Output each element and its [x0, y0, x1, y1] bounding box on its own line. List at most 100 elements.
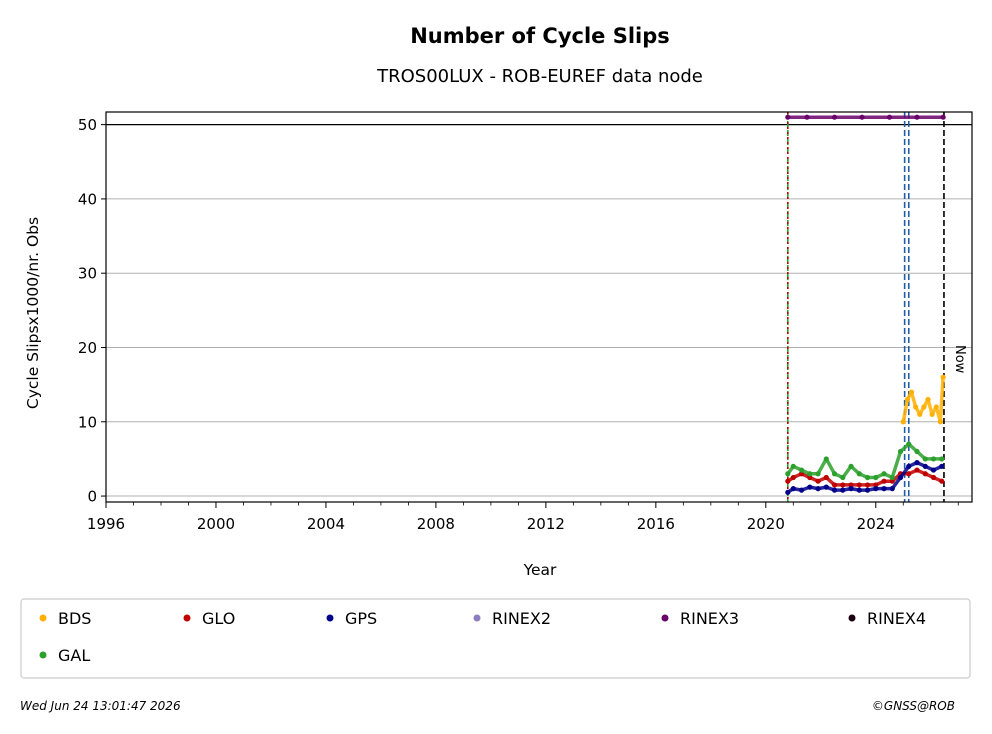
- x-tick-label: 2004: [307, 515, 345, 533]
- data-point-glo: [848, 482, 854, 488]
- timestamp-footer: Wed Jun 24 13:01:47 2026: [20, 699, 181, 713]
- x-tick-label: 2016: [637, 515, 675, 533]
- data-point-gps: [856, 487, 862, 493]
- data-point-rinex3: [886, 114, 893, 120]
- data-point-gal: [922, 456, 928, 462]
- data-point-gal: [831, 471, 838, 477]
- legend-marker-rinex2: [473, 614, 481, 622]
- data-point-gps: [889, 486, 895, 492]
- event-lines: [787, 112, 945, 502]
- data-point-gal: [798, 467, 805, 473]
- data-point-gal: [848, 463, 854, 469]
- data-point-glo: [790, 474, 796, 481]
- data-point-gps: [906, 463, 912, 469]
- data-point-glo: [881, 478, 887, 484]
- data-point-glo: [922, 471, 928, 477]
- data-point-glo: [815, 478, 821, 484]
- y-tick-label: 30: [78, 265, 97, 283]
- data-point-glo: [785, 478, 791, 484]
- x-tick-label: 1996: [87, 515, 125, 533]
- data-point-gps: [914, 460, 920, 466]
- legend-marker-rinex3: [661, 614, 669, 622]
- grid-lines: [106, 124, 972, 497]
- data-point-gps: [785, 489, 791, 495]
- data-point-gps: [922, 463, 928, 469]
- data-point-glo: [807, 474, 813, 481]
- y-tick-label: 10: [78, 413, 97, 431]
- legend-marker-gal: [39, 651, 47, 659]
- data-point-gps: [790, 486, 796, 492]
- legend-label-bds: BDS: [58, 609, 91, 628]
- data-point-bds: [908, 389, 915, 395]
- data-point-glo: [840, 482, 846, 488]
- axis-ticks: 0 10 20 30 40 50 1996 2000 2004 2008 2012 2016 2020 2…: [78, 116, 959, 533]
- data-point-glo: [914, 467, 920, 473]
- legend-label-glo: GLO: [202, 609, 235, 628]
- y-tick-label: 20: [78, 339, 97, 357]
- legend-box: [20, 598, 971, 679]
- legend-label-gps: GPS: [345, 609, 377, 628]
- chart-subtitle: TROS00LUX - ROB-EUREF data node: [376, 66, 703, 87]
- data-point-gal: [897, 448, 904, 455]
- data-point-gps: [881, 486, 887, 492]
- data-point-gal: [939, 456, 945, 462]
- data-point-bds: [929, 411, 935, 417]
- data-point-gps: [864, 487, 871, 493]
- data-point-bds: [937, 419, 943, 425]
- data-point-gps: [840, 487, 846, 493]
- data-point-rinex3: [859, 114, 865, 120]
- legend-label-gal: GAL: [58, 646, 90, 665]
- data-point-glo: [831, 482, 838, 488]
- data-point-glo: [873, 482, 879, 488]
- data-point-rinex3: [940, 114, 946, 120]
- data-point-gps: [848, 486, 854, 492]
- credit-footer: ©GNSS@ROB: [872, 699, 955, 713]
- plot-frame: [105, 111, 973, 503]
- x-tick-label: 2008: [417, 515, 455, 533]
- legend-marker-bds: [39, 614, 47, 622]
- data-point-bds: [921, 404, 927, 410]
- legend-marker-glo: [183, 614, 191, 622]
- data-point-gal: [930, 456, 937, 462]
- data-point-rinex3: [831, 114, 838, 120]
- data-point-gal: [906, 441, 912, 447]
- data-point-bds: [940, 374, 946, 380]
- legend-label-rinex4: RINEX4: [867, 609, 926, 628]
- data-point-glo: [856, 482, 862, 488]
- data-point-gal: [914, 448, 920, 455]
- x-axis-label: Year: [523, 561, 557, 579]
- data-point-bds: [925, 396, 931, 403]
- data-point-gal: [864, 474, 871, 481]
- data-point-gal: [823, 456, 829, 462]
- data-point-gps: [815, 486, 821, 492]
- data-point-bds: [913, 404, 919, 410]
- x-tick-label: 2024: [857, 515, 895, 533]
- x-tick-label: 2020: [747, 515, 785, 533]
- data-point-glo: [889, 478, 895, 484]
- now-marker-label: Now: [952, 345, 967, 374]
- data-point-bds: [933, 404, 939, 410]
- data-point-glo: [864, 482, 871, 488]
- y-tick-label: 50: [78, 116, 97, 134]
- x-tick-label: 2012: [527, 515, 565, 533]
- data-point-gps: [831, 487, 838, 493]
- data-point-gps: [897, 474, 904, 481]
- data-point-gps: [939, 463, 945, 469]
- x-tick-label: 2000: [197, 515, 235, 533]
- legend: BDS GLO GPS RINEX2 RINEX3 RINEX4 GAL: [39, 609, 926, 665]
- legend-marker-rinex4: [848, 614, 856, 622]
- data-point-gps: [930, 467, 937, 473]
- data-point-gal: [790, 463, 796, 469]
- data-points: [785, 114, 946, 495]
- y-tick-label: 40: [78, 190, 97, 208]
- data-point-bds: [904, 396, 910, 403]
- data-point-gal: [873, 474, 879, 481]
- data-point-gal: [815, 471, 821, 477]
- data-point-glo: [930, 474, 937, 481]
- data-point-bds: [900, 419, 906, 425]
- data-point-rinex3: [914, 114, 920, 120]
- data-point-glo: [906, 471, 912, 477]
- data-point-gal: [889, 474, 895, 481]
- chart-title: Number of Cycle Slips: [410, 24, 670, 48]
- y-axis-label: Cycle Slipsx1000/nr. Obs: [24, 217, 42, 409]
